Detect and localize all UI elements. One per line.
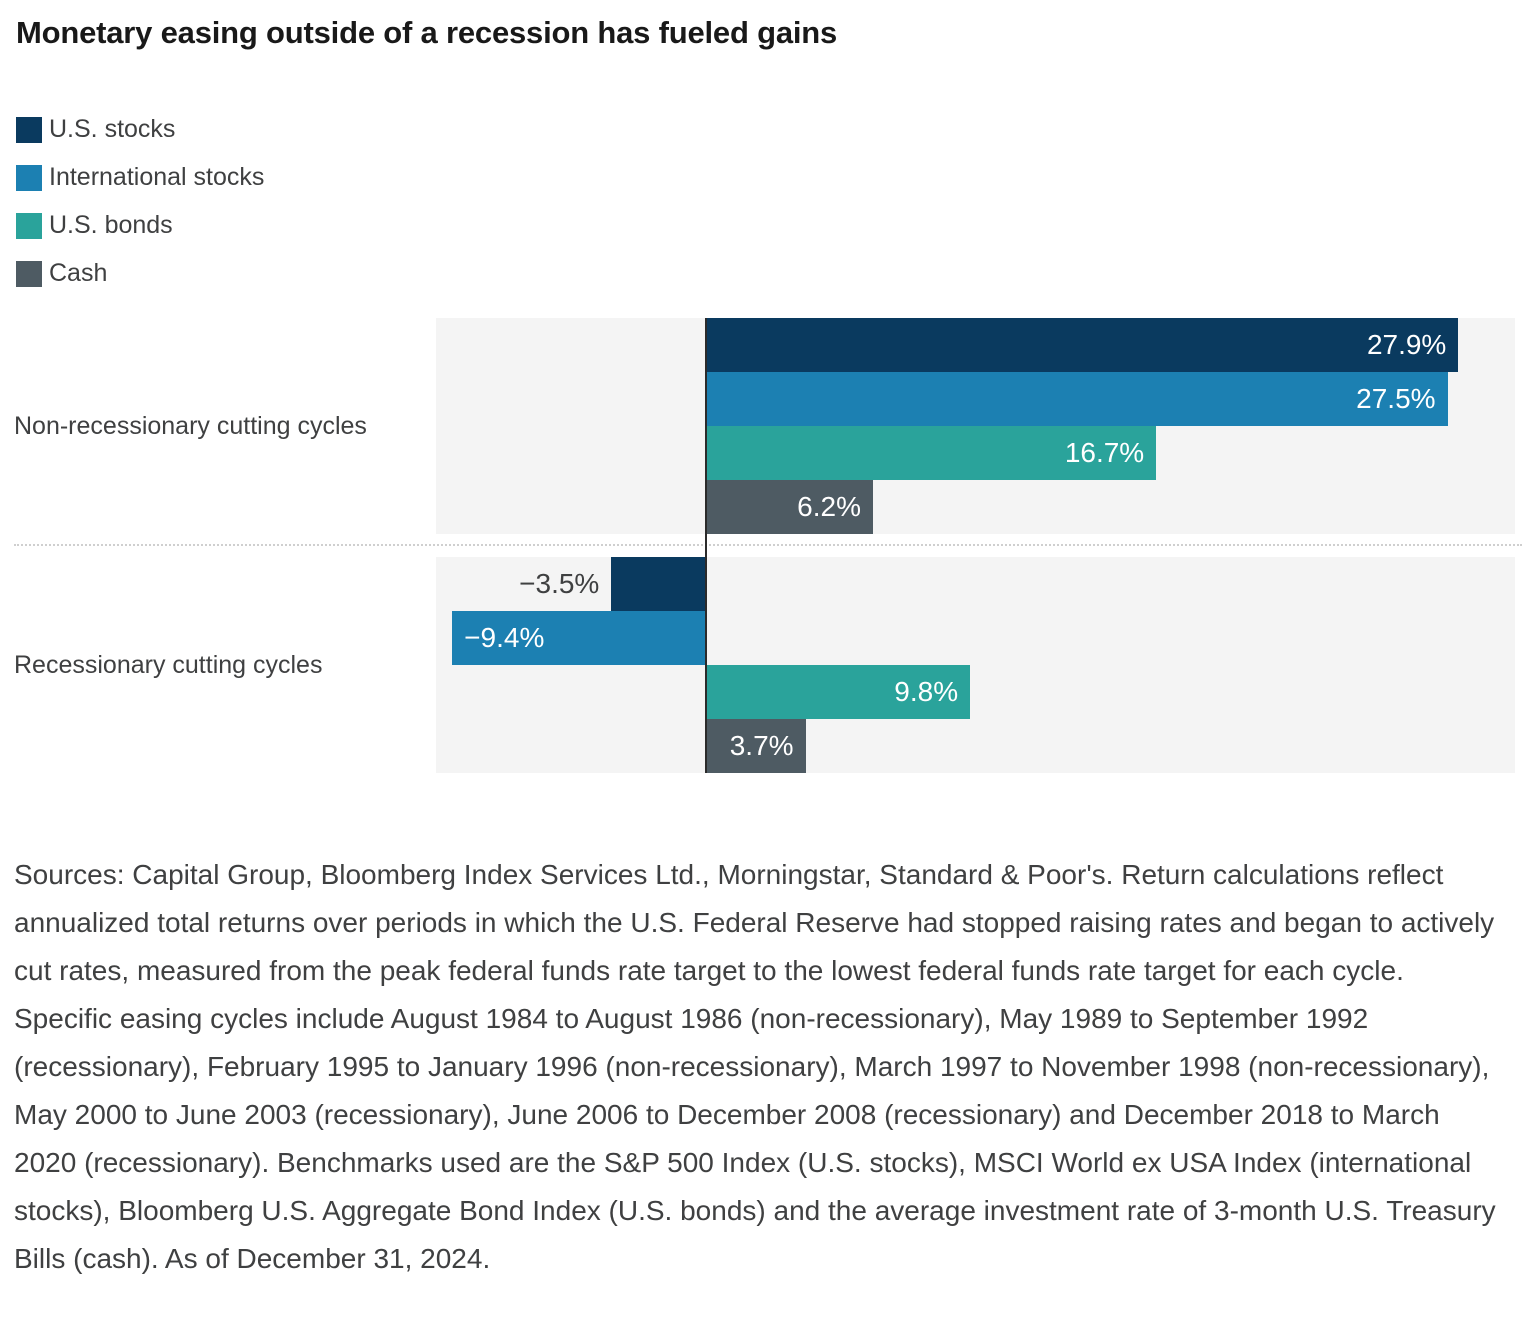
legend-label: International stocks <box>49 163 265 192</box>
bar-value-label: 27.5% <box>1356 383 1436 415</box>
bar-international-stocks: 27.5% <box>705 372 1448 427</box>
bar-cash: 6.2% <box>705 480 873 535</box>
chart-title: Monetary easing outside of a recession h… <box>16 15 838 50</box>
bar-u-s-bonds: 16.7% <box>705 426 1157 481</box>
bar-cash: 3.7% <box>705 719 806 774</box>
chart-group-recessionary: Recessionary cutting cycles −3.5% −9.4% 9.… <box>0 557 1522 774</box>
group-gap <box>0 534 1522 557</box>
bar-value-label: 16.7% <box>1064 437 1145 469</box>
bar-value-label: 9.8% <box>894 676 959 708</box>
us-stocks-swatch-icon <box>16 116 42 143</box>
legend-item-cash: Cash <box>16 259 1522 288</box>
category-label: Non-recessionary cutting cycles <box>14 411 367 440</box>
bar-international-stocks: −9.4% <box>452 611 706 666</box>
bar-u-s-stocks: 27.9% <box>705 318 1459 373</box>
bar-u-s-bonds: 9.8% <box>705 665 971 720</box>
chart-group-non-recessionary: Non-recessionary cutting cycles 27.9% 27.… <box>0 318 1522 535</box>
zero-axis-line <box>704 318 707 774</box>
legend-label: U.S. stocks <box>49 115 176 144</box>
legend-label: U.S. bonds <box>49 211 173 240</box>
group-divider-line <box>14 544 1522 547</box>
category-label: Recessionary cutting cycles <box>14 650 323 679</box>
bar-value-label: −9.4% <box>464 622 545 654</box>
us-bonds-swatch-icon <box>16 212 42 239</box>
cash-swatch-icon <box>16 260 42 287</box>
legend-item-us-bonds: U.S. bonds <box>16 211 1522 240</box>
legend-item-international-stocks: International stocks <box>16 163 1522 192</box>
bar-value-label: 3.7% <box>729 730 794 762</box>
legend-item-us-stocks: U.S. stocks <box>16 115 1522 144</box>
bar-chart: Non-recessionary cutting cycles 27.9% 27.… <box>0 318 1522 774</box>
bar-value-label: −3.5% <box>519 568 600 600</box>
plot-area: 27.9% 27.5% 16.7% 6.2% <box>436 318 1515 535</box>
legend-label: Cash <box>49 259 108 288</box>
bar-value-label: 6.2% <box>797 491 861 523</box>
plot-area: −3.5% −9.4% 9.8% 3.7% <box>436 557 1515 774</box>
bar-u-s-stocks: −3.5% <box>519 557 706 612</box>
source-note: Sources: Capital Group, Bloomberg Index … <box>14 859 1496 1275</box>
international-stocks-swatch-icon <box>16 164 42 191</box>
bar-value-label: 27.9% <box>1366 329 1447 361</box>
legend: U.S. stocks International stocks U.S. bo… <box>16 115 1522 288</box>
